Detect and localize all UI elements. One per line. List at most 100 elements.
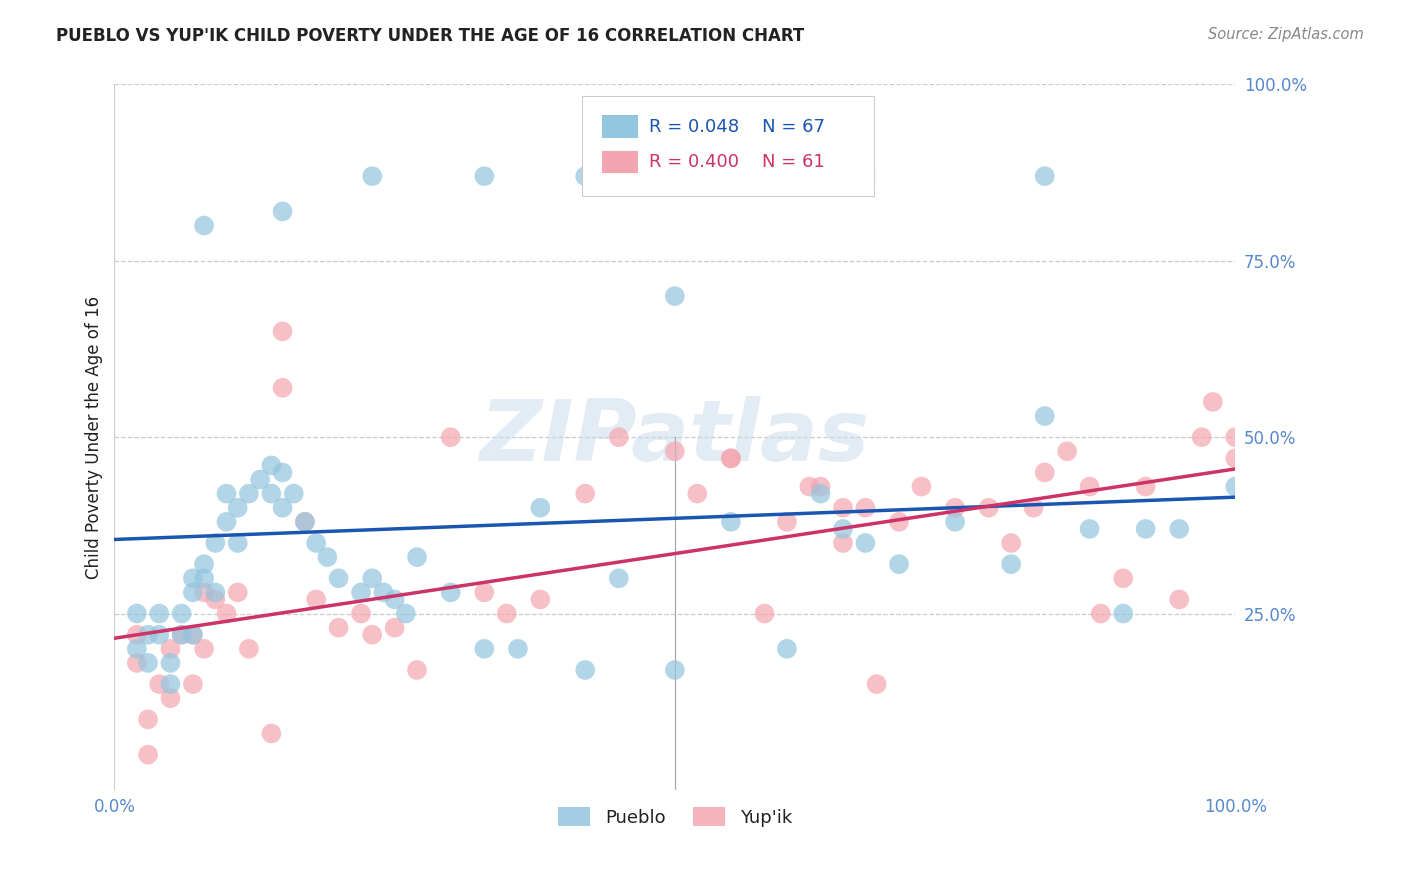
Point: [170, 607, 193, 621]
Point: [136, 747, 159, 762]
Point: [720, 515, 742, 529]
Point: [865, 677, 887, 691]
Point: [1000, 557, 1022, 571]
Point: [607, 430, 630, 444]
Point: [125, 641, 148, 656]
Point: [215, 486, 238, 500]
Point: [799, 479, 821, 493]
Point: [125, 607, 148, 621]
Point: [1112, 571, 1135, 585]
Point: [204, 592, 226, 607]
Point: [1033, 169, 1056, 183]
Point: [1168, 592, 1191, 607]
Point: [226, 536, 249, 550]
Point: [305, 592, 328, 607]
Point: [136, 656, 159, 670]
Point: [193, 641, 215, 656]
Point: [181, 677, 204, 691]
Point: [271, 204, 294, 219]
Point: [1000, 536, 1022, 550]
Point: [506, 641, 529, 656]
Text: ZIPatlas: ZIPatlas: [479, 396, 870, 479]
Point: [260, 486, 283, 500]
Point: [193, 585, 215, 599]
Point: [529, 592, 551, 607]
Point: [159, 677, 181, 691]
Point: [260, 726, 283, 740]
Legend: Pueblo, Yup'ik: Pueblo, Yup'ik: [551, 800, 799, 834]
Point: [1078, 479, 1101, 493]
Point: [943, 500, 966, 515]
Point: [384, 592, 406, 607]
FancyBboxPatch shape: [582, 96, 875, 196]
Y-axis label: Child Poverty Under the Age of 16: Child Poverty Under the Age of 16: [86, 295, 103, 579]
Point: [529, 500, 551, 515]
Point: [810, 486, 832, 500]
Point: [294, 515, 316, 529]
Point: [159, 641, 181, 656]
Point: [686, 486, 709, 500]
Point: [855, 169, 877, 183]
Point: [215, 607, 238, 621]
Point: [887, 515, 910, 529]
Point: [125, 656, 148, 670]
Point: [350, 607, 373, 621]
Point: [1225, 451, 1247, 466]
Point: [226, 500, 249, 515]
Point: [832, 522, 855, 536]
Point: [440, 430, 463, 444]
Point: [204, 536, 226, 550]
Point: [238, 641, 260, 656]
Point: [1090, 607, 1112, 621]
Point: [125, 628, 148, 642]
Point: [855, 500, 877, 515]
Point: [910, 479, 932, 493]
Point: [1225, 430, 1247, 444]
Point: [249, 473, 271, 487]
Point: [1022, 500, 1045, 515]
Point: [754, 607, 776, 621]
Point: [1033, 409, 1056, 423]
Point: [238, 486, 260, 500]
Point: [1135, 522, 1157, 536]
Text: R = 0.400    N = 61: R = 0.400 N = 61: [650, 153, 825, 171]
Point: [283, 486, 305, 500]
Point: [181, 628, 204, 642]
Point: [271, 466, 294, 480]
Point: [305, 536, 328, 550]
Point: [664, 444, 686, 458]
Point: [181, 571, 204, 585]
FancyBboxPatch shape: [602, 115, 638, 138]
Point: [159, 656, 181, 670]
Point: [1202, 395, 1225, 409]
Point: [720, 451, 742, 466]
Point: [136, 712, 159, 726]
Point: [294, 515, 316, 529]
Point: [271, 500, 294, 515]
Point: [328, 621, 350, 635]
Point: [664, 289, 686, 303]
Point: [373, 585, 395, 599]
Point: [350, 585, 373, 599]
Point: [1168, 522, 1191, 536]
Point: [148, 677, 170, 691]
Point: [136, 628, 159, 642]
Point: [328, 571, 350, 585]
Point: [316, 550, 339, 565]
Point: [607, 571, 630, 585]
Point: [1225, 479, 1247, 493]
Point: [574, 486, 596, 500]
Text: Source: ZipAtlas.com: Source: ZipAtlas.com: [1208, 27, 1364, 42]
Point: [1056, 444, 1078, 458]
Point: [204, 585, 226, 599]
Point: [271, 381, 294, 395]
Point: [361, 169, 384, 183]
Point: [495, 607, 517, 621]
Point: [361, 571, 384, 585]
Point: [832, 500, 855, 515]
Point: [1078, 522, 1101, 536]
Point: [1033, 466, 1056, 480]
Point: [1135, 479, 1157, 493]
Point: [472, 585, 495, 599]
Point: [361, 628, 384, 642]
